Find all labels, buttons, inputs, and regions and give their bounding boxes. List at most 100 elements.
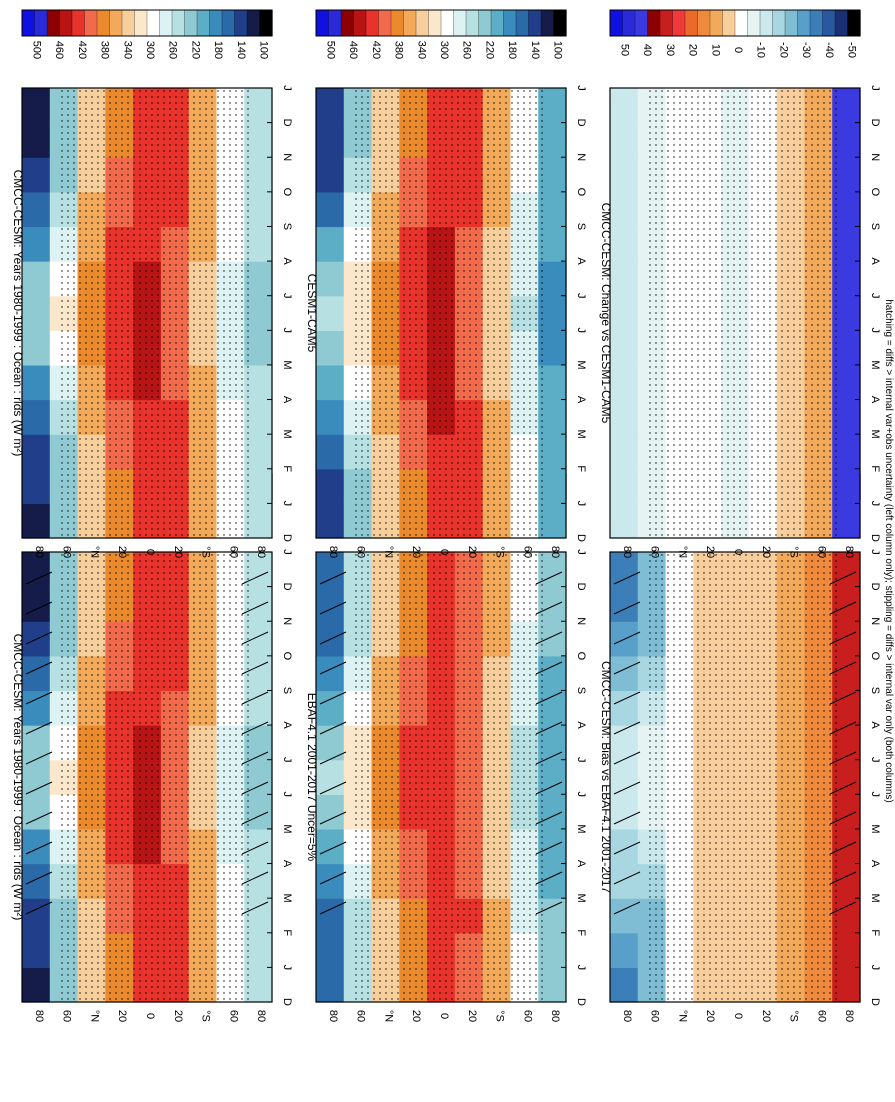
stipple-dot	[79, 842, 81, 844]
stipple-dot	[145, 872, 147, 874]
stipple-dot	[139, 878, 141, 880]
stipple-dot	[211, 674, 213, 676]
stipple-dot	[193, 722, 195, 724]
stipple-dot	[235, 812, 237, 814]
stipple-dot	[139, 812, 141, 814]
stipple-dot	[211, 734, 213, 736]
stipple-dot	[199, 686, 201, 688]
stipple-dot	[133, 908, 135, 910]
stipple-dot	[229, 758, 231, 760]
stipple-dot	[205, 438, 207, 440]
stipple-dot	[139, 788, 141, 790]
stipple-dot	[247, 474, 249, 476]
stipple-dot	[85, 878, 87, 880]
stipple-dot	[91, 138, 93, 140]
stipple-dot	[61, 300, 63, 302]
stipple-dot	[199, 812, 201, 814]
stipple-dot	[217, 408, 219, 410]
stipple-dot	[121, 578, 123, 580]
stipple-dot	[85, 324, 87, 326]
stipple-dot	[133, 378, 135, 380]
stipple-dot	[109, 486, 111, 488]
stipple-dot	[157, 330, 159, 332]
stipple-dot	[133, 474, 135, 476]
stipple-dot	[163, 474, 165, 476]
stipple-dot	[61, 848, 63, 850]
cell	[160, 226, 190, 262]
stipple-dot	[205, 408, 207, 410]
stipple-dot	[235, 402, 237, 404]
stipple-dot	[247, 968, 249, 970]
stipple-dot	[151, 986, 153, 988]
stipple-dot	[157, 884, 159, 886]
stipple-dot	[103, 734, 105, 736]
stipple-dot	[175, 980, 177, 982]
stipple-dot	[133, 174, 135, 176]
stipple-dot	[73, 384, 75, 386]
cell	[49, 226, 79, 262]
stipple-dot	[235, 468, 237, 470]
stipple-dot	[133, 770, 135, 772]
stipple-dot	[61, 662, 63, 664]
cell	[244, 759, 273, 795]
stipple-dot	[67, 734, 69, 736]
stipple-dot	[109, 656, 111, 658]
stipple-dot	[229, 584, 231, 586]
stipple-dot	[139, 680, 141, 682]
stipple-dot	[187, 498, 189, 500]
stipple-dot	[67, 192, 69, 194]
stipple-dot	[211, 132, 213, 134]
stipple-dot	[229, 384, 231, 386]
stipple-dot	[97, 360, 99, 362]
stipple-dot	[121, 270, 123, 272]
cell	[49, 88, 79, 124]
stipple-dot	[151, 662, 153, 664]
stipple-dot	[145, 252, 147, 254]
stipple-dot	[97, 138, 99, 140]
stipple-dot	[229, 210, 231, 212]
stipple-dot	[139, 216, 141, 218]
stipple-dot	[121, 162, 123, 164]
stipple-dot	[181, 408, 183, 410]
stipple-dot	[241, 776, 243, 778]
stipple-dot	[181, 438, 183, 440]
stipple-dot	[187, 198, 189, 200]
hatch-line	[25, 871, 53, 885]
stipple-dot	[103, 294, 105, 296]
stipple-dot	[103, 360, 105, 362]
stipple-dot	[247, 414, 249, 416]
stipple-dot	[133, 710, 135, 712]
stipple-dot	[97, 668, 99, 670]
stipple-dot	[241, 926, 243, 928]
stipple-dot	[145, 914, 147, 916]
stipple-dot	[145, 848, 147, 850]
stipple-dot	[247, 270, 249, 272]
stipple-dot	[139, 450, 141, 452]
stipple-dot	[121, 680, 123, 682]
stipple-dot	[127, 590, 129, 592]
stipple-dot	[175, 950, 177, 952]
stipple-dot	[241, 294, 243, 296]
stipple-dot	[145, 288, 147, 290]
stipple-dot	[91, 144, 93, 146]
stipple-dot	[115, 306, 117, 308]
stipple-dot	[139, 342, 141, 344]
stipple-dot	[67, 300, 69, 302]
stipple-dot	[115, 608, 117, 610]
stipple-dot	[241, 342, 243, 344]
stipple-dot	[91, 920, 93, 922]
stipple-dot	[229, 372, 231, 374]
stipple-dot	[175, 812, 177, 814]
stipple-dot	[127, 408, 129, 410]
stipple-dot	[121, 336, 123, 338]
stipple-dot	[163, 288, 165, 290]
stipple-dot	[145, 962, 147, 964]
stipple-dot	[229, 896, 231, 898]
stipple-dot	[235, 456, 237, 458]
stipple-dot	[103, 926, 105, 928]
stipple-dot	[175, 758, 177, 760]
stipple-dot	[97, 686, 99, 688]
stipple-dot	[67, 974, 69, 976]
stipple-dot	[97, 758, 99, 760]
stipple-dot	[211, 198, 213, 200]
